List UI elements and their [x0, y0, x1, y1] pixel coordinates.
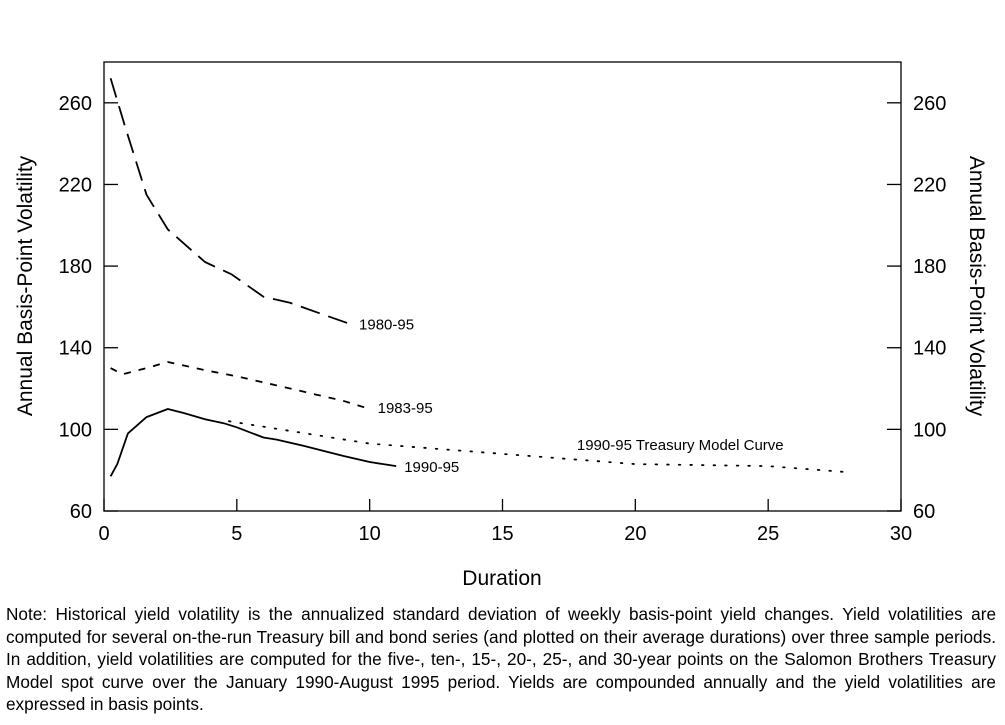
x-axis-title: Duration	[462, 567, 541, 590]
y-tick-label-left: 180	[59, 256, 92, 278]
y-tick-label-left: 220	[59, 174, 92, 196]
y-tick-label-right: 220	[913, 174, 946, 196]
y-tick-label-right: 260	[913, 93, 946, 115]
y-tick-label-left: 100	[59, 419, 92, 441]
y-tick-label-right: 180	[913, 256, 946, 278]
y-tick-label-right: 100	[913, 419, 946, 441]
series-labels: 1980-95 1983-95 1990-95 1990-95 Treasury Mo…	[359, 316, 784, 476]
y-tick-label-left: 260	[59, 93, 92, 115]
x-tick-label: 0	[98, 523, 109, 545]
y-tick-label-left: 60	[70, 501, 92, 523]
series-label: 1983-95	[378, 400, 433, 417]
x-tick-label: 30	[890, 523, 912, 545]
y-tick-label-right: 140	[913, 338, 946, 360]
x-tick-label: 10	[359, 523, 381, 545]
series-label: 1990-95 Treasury Model Curve	[577, 437, 784, 454]
series-line-1980-95	[109, 78, 354, 327]
series-lines	[109, 78, 849, 477]
y-tick-label-right: 60	[913, 501, 935, 523]
x-tick-label: 25	[757, 523, 779, 545]
chart-note: Note: Historical yield volatility is the…	[6, 604, 996, 715]
y-axis-title-left: Annual Basis-Point Volatility	[14, 155, 37, 416]
series-label: 1980-95	[359, 316, 414, 333]
series-label: 1990-95	[404, 459, 459, 476]
x-tick-label: 15	[491, 523, 513, 545]
y-axis-title-right: Annual Basis-Point Volatility	[965, 156, 988, 417]
series-line-1990-95	[109, 408, 397, 477]
series-line-1983-95	[110, 361, 370, 410]
y-tick-label-left: 140	[59, 338, 92, 360]
x-tick-label: 5	[231, 523, 242, 545]
x-tick-label: 20	[624, 523, 646, 545]
